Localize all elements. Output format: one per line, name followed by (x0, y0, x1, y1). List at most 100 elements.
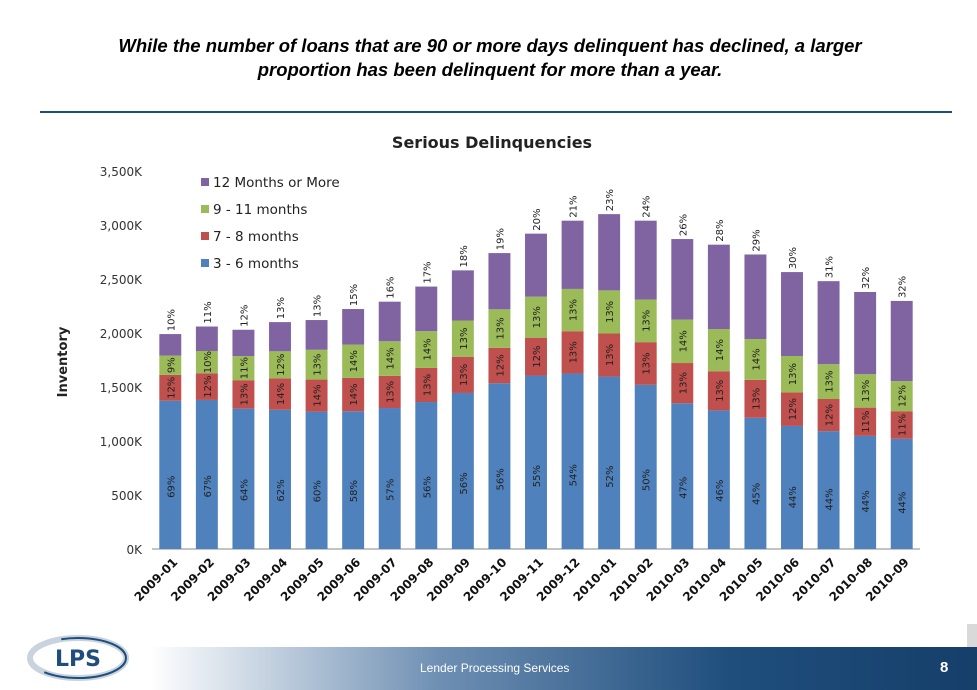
bar-segment (781, 355, 803, 393)
y-axis-label: Inventory (56, 326, 71, 397)
bar-value-label: 14% (422, 338, 433, 360)
bar-segment (342, 344, 365, 378)
bar-value-label: 67% (203, 475, 214, 497)
legend-label: 3 - 6 months (213, 256, 299, 272)
bar-value-label: 12% (239, 305, 250, 327)
bar-segment (671, 363, 694, 404)
bar-value-label: 47% (678, 477, 689, 499)
bar-segment (378, 408, 401, 549)
bar-segment (378, 375, 401, 409)
bar-value-label: 58% (349, 480, 360, 502)
bar-segment (671, 319, 694, 364)
bar-segment (232, 356, 255, 381)
bar-value-label: 54% (569, 464, 580, 486)
bar-value-label: 46% (715, 480, 726, 502)
bar-segment (634, 299, 657, 343)
y-tick-label: 500K (111, 489, 143, 503)
bar-value-label: 13% (861, 380, 872, 402)
bar-segment (342, 411, 365, 549)
bar-value-label: 44% (861, 490, 872, 512)
slide-headline: While the number of loans that are 90 or… (40, 34, 940, 82)
bar-segment (817, 431, 840, 549)
bar-value-label: 13% (386, 381, 397, 403)
bar-segment (744, 379, 767, 418)
chart-title: Serious Delinquencies (392, 133, 592, 152)
bar-segment (854, 435, 877, 549)
bar-segment (634, 342, 657, 385)
bar-segment (781, 425, 803, 549)
bar-segment (342, 309, 365, 345)
bar-value-label: 14% (349, 350, 360, 372)
logo-text: LPS (55, 647, 101, 672)
bar-segment (305, 320, 328, 350)
legend-swatch (201, 259, 209, 267)
bar-value-label: 12% (166, 377, 177, 399)
bar-segment (890, 411, 913, 439)
bar-segment (488, 347, 511, 384)
bar-value-label: 56% (459, 472, 470, 494)
bar-segment (561, 373, 584, 549)
bar-value-label: 12% (276, 354, 287, 376)
bar-value-label: 13% (276, 297, 287, 319)
bar-segment (817, 281, 840, 365)
bar-value-label: 56% (422, 476, 433, 498)
bar-segment (817, 364, 840, 400)
bar-segment (561, 220, 584, 289)
bar-segment (488, 383, 511, 549)
bar-segment (305, 379, 328, 412)
bar-value-label: 23% (605, 189, 616, 211)
bar-segment (415, 286, 438, 332)
bar-value-label: 31% (825, 256, 836, 278)
bar-value-label: 13% (642, 352, 653, 374)
bar-value-label: 14% (349, 383, 360, 405)
bar-value-label: 13% (825, 370, 836, 392)
lps-logo: LPS (27, 635, 129, 681)
bar-segment (854, 407, 877, 436)
bar-value-label: 14% (276, 383, 287, 405)
bar-segment (817, 399, 840, 432)
bar-segment (854, 374, 877, 408)
bar-value-label: 13% (605, 344, 616, 366)
bar-segment (525, 337, 547, 376)
bar-segment (781, 392, 803, 426)
bar-value-label: 60% (313, 480, 324, 502)
bar-value-label: 12% (203, 375, 214, 397)
bar-value-label: 32% (898, 276, 909, 298)
bar-value-label: 14% (715, 339, 726, 361)
y-tick-label: 3,000K (100, 219, 143, 233)
legend-swatch (201, 205, 209, 213)
bar-segment (269, 378, 291, 410)
bar-value-label: 12% (495, 354, 506, 376)
bar-segment (598, 376, 621, 549)
footer-company: Lender Processing Services (420, 661, 570, 675)
bar-value-label: 11% (861, 411, 872, 433)
bar-value-label: 13% (788, 363, 799, 385)
bar-segment (305, 349, 328, 380)
bar-segment (890, 381, 913, 412)
bar-value-label: 13% (605, 301, 616, 323)
bar-segment (707, 371, 730, 411)
bar-segment (378, 341, 401, 376)
bar-segment (159, 355, 182, 375)
bar-segment (525, 375, 547, 549)
bar-segment (744, 339, 767, 380)
page-number: 8 (940, 659, 949, 676)
bar-value-label: 69% (166, 476, 177, 498)
bar-value-label: 44% (788, 486, 799, 508)
bar-segment (159, 334, 182, 356)
bar-segment (269, 351, 291, 379)
bar-value-label: 11% (203, 301, 214, 323)
bar-value-label: 13% (459, 364, 470, 386)
bar-segment (195, 373, 218, 400)
bar-value-label: 11% (898, 414, 909, 436)
bar-value-label: 13% (495, 317, 506, 339)
bar-value-label: 19% (495, 228, 506, 250)
bar-value-label: 14% (678, 330, 689, 352)
bar-segment (561, 288, 584, 332)
bar-value-label: 12% (788, 398, 799, 420)
headline-divider (40, 111, 952, 113)
bar-segment (195, 350, 218, 374)
bar-segment (305, 411, 328, 549)
bar-segment (890, 300, 913, 382)
serious-delinquencies-chart: Serious Delinquencies Inventory 0K 500K 1,… (56, 133, 920, 604)
